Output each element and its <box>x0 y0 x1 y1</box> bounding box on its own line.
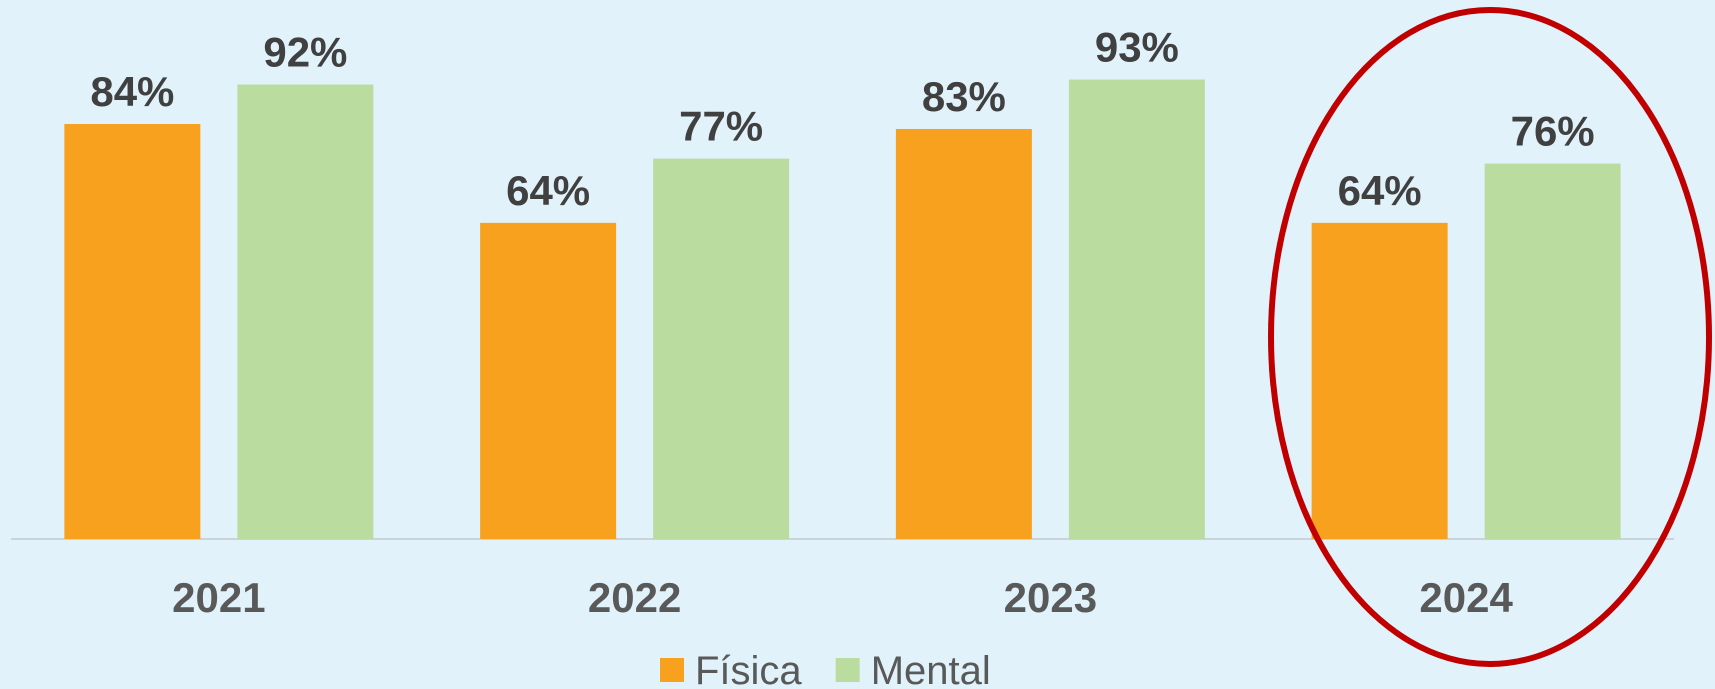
bar <box>653 158 790 539</box>
bar <box>237 84 374 540</box>
data-label: 77% <box>679 103 763 150</box>
bar <box>895 128 1032 540</box>
bar <box>1311 222 1448 539</box>
bar <box>64 124 201 539</box>
bar <box>1068 79 1205 539</box>
x-tick-label: 2023 <box>1004 574 1097 621</box>
data-label: 64% <box>1338 167 1422 214</box>
data-label: 84% <box>90 68 174 115</box>
x-tick-label: 2022 <box>588 574 681 621</box>
legend-swatch <box>660 658 684 682</box>
data-label: 76% <box>1511 108 1595 155</box>
legend-label: Física <box>695 649 802 689</box>
highlight-ellipse <box>1268 7 1712 667</box>
x-tick-label: 2021 <box>172 574 265 621</box>
data-label: 64% <box>506 167 590 214</box>
bar <box>1484 163 1621 539</box>
data-label: 93% <box>1095 24 1179 71</box>
data-label: 83% <box>922 73 1006 120</box>
legend-swatch <box>835 658 860 682</box>
x-tick-label: 2024 <box>1419 574 1513 621</box>
legend-label: Mental <box>871 649 991 689</box>
data-label: 92% <box>263 29 347 76</box>
bar <box>480 222 617 539</box>
